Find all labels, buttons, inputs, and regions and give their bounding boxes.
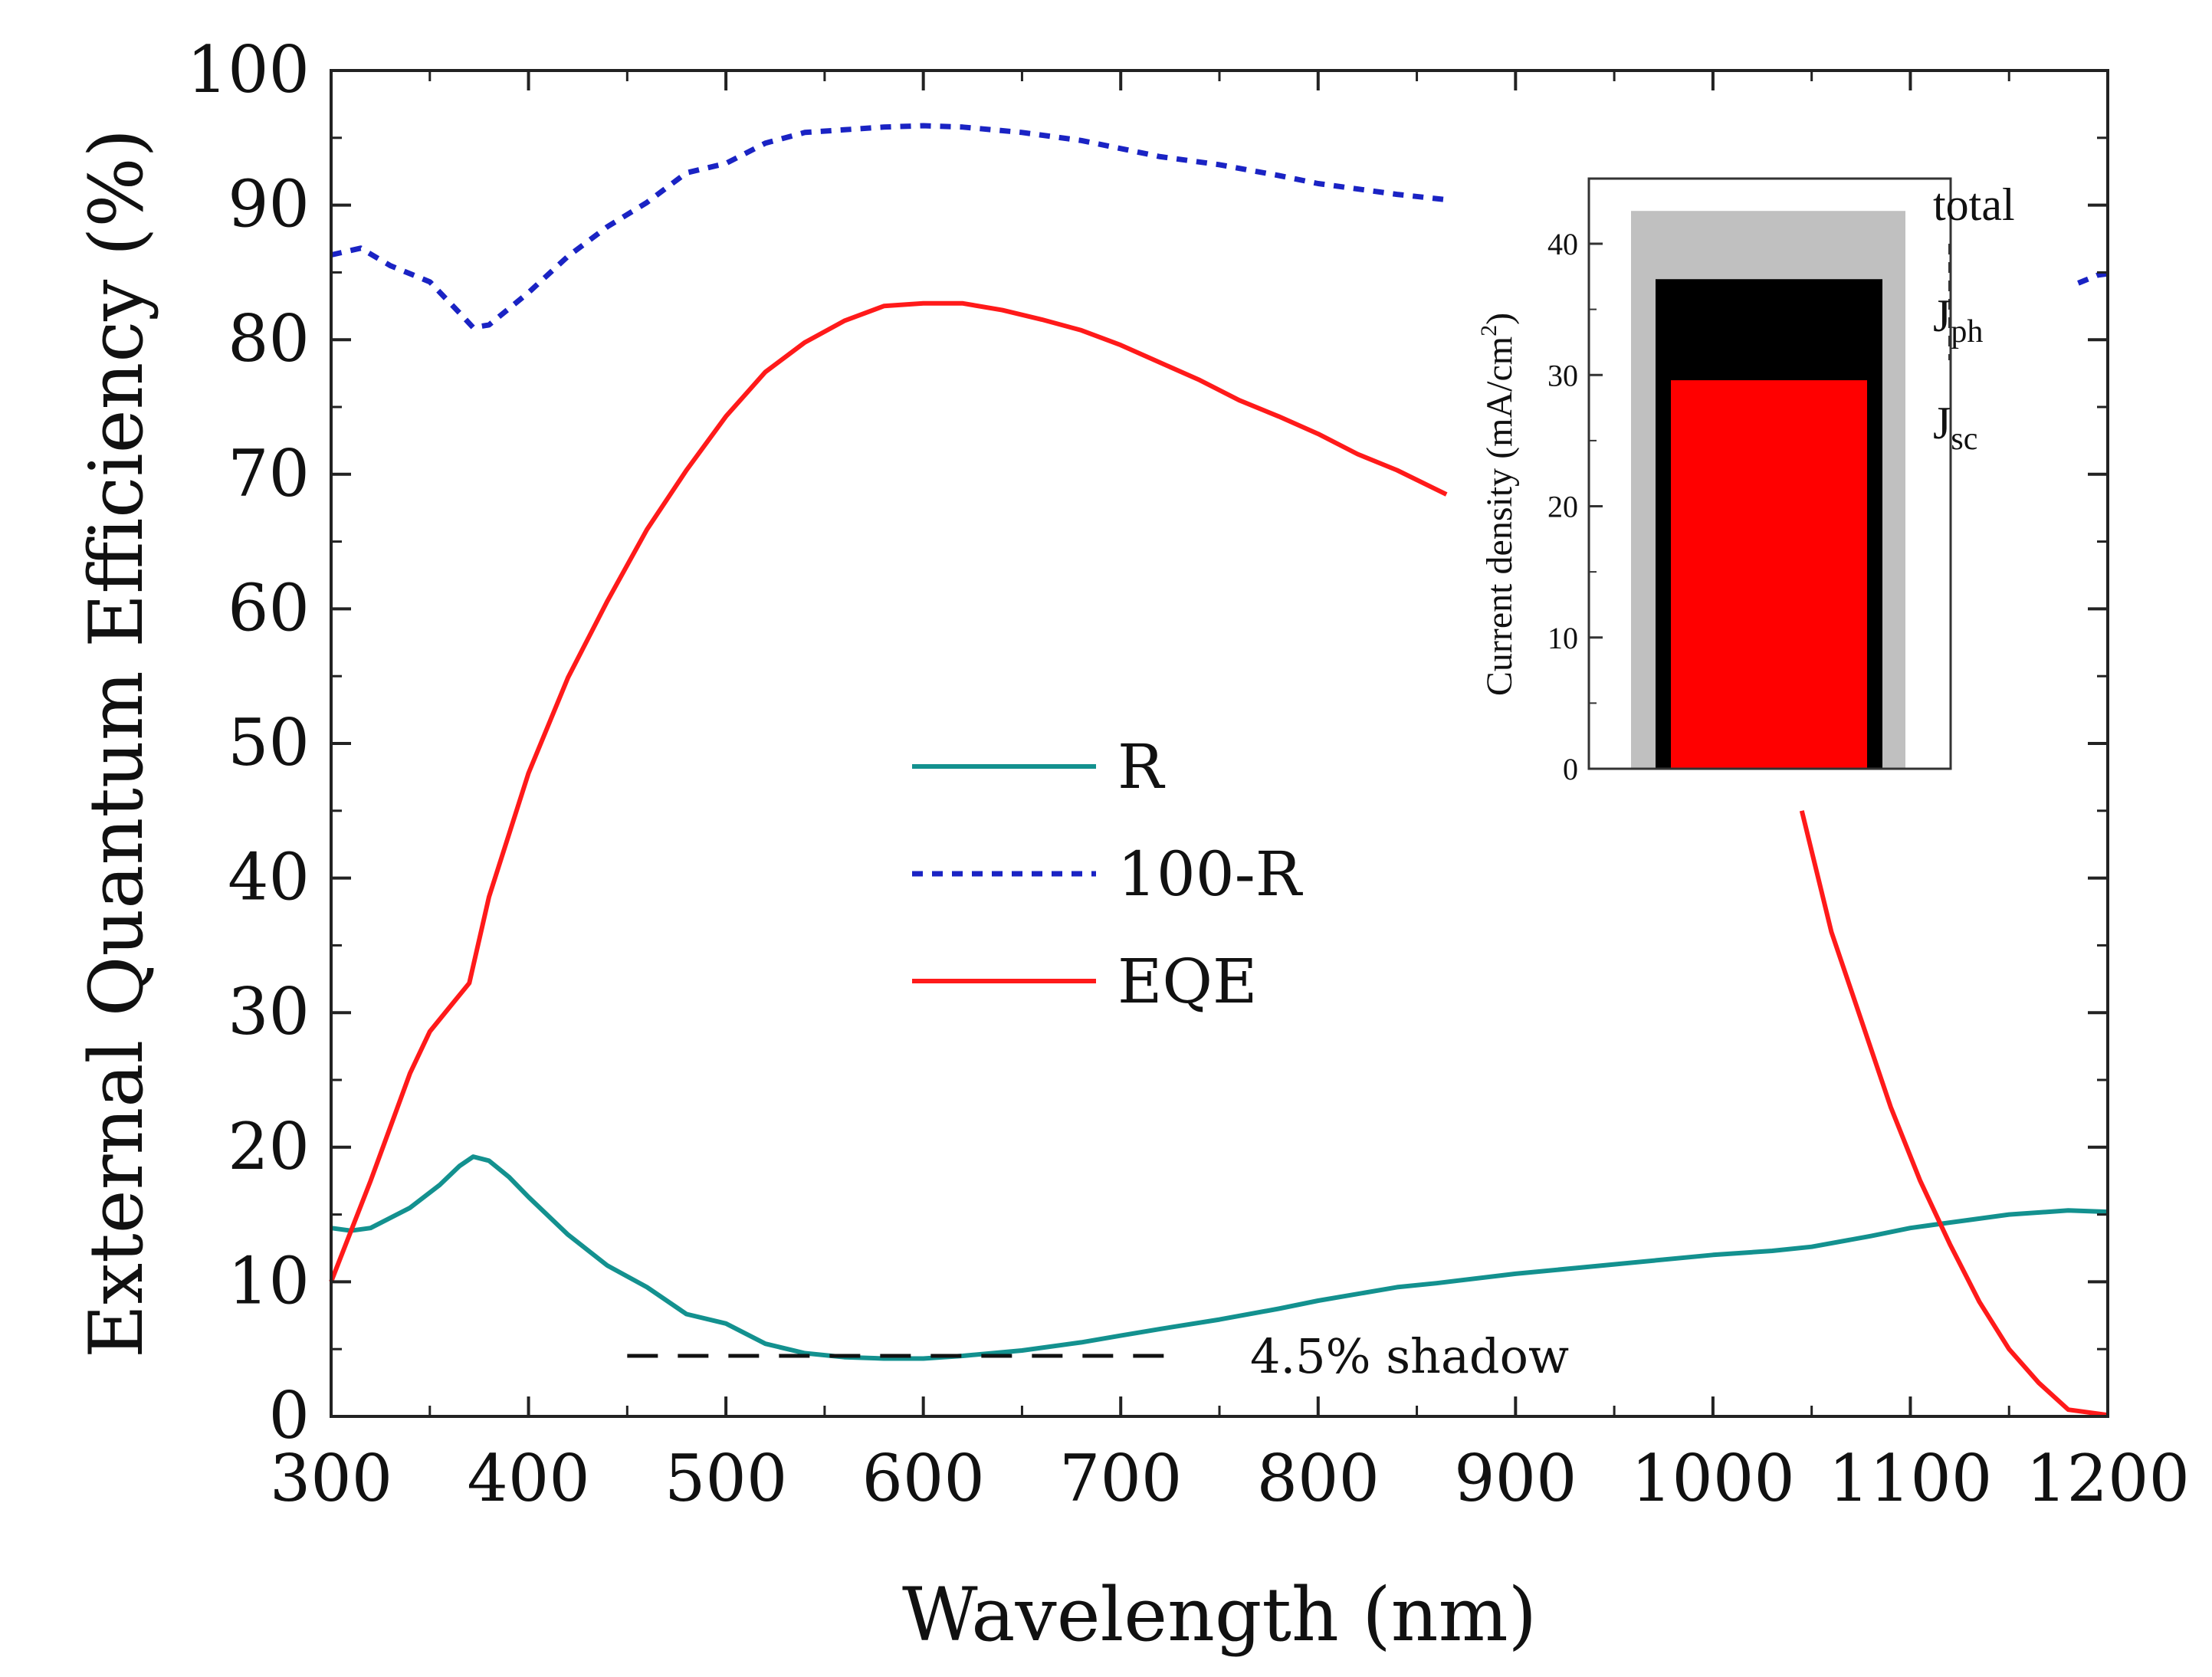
series-line-r	[330, 1154, 2109, 1361]
main-plot: 4.5% shadow 300 400 500 600 700 800 900 1000 110…	[74, 32, 2190, 1658]
inset-label-total: total	[1933, 179, 2015, 230]
legend-label: 100-R	[1117, 838, 1304, 910]
inset-label-main: J	[1933, 398, 1951, 448]
inset-label-sub: ph	[1951, 314, 1983, 350]
inset-label-jph: Jph	[1933, 290, 1983, 350]
series-layer	[329, 123, 2109, 1418]
x-tick-label: 600	[861, 1441, 984, 1516]
y-tick-label: 30	[228, 974, 310, 1049]
inset-label-jsc: Jsc	[1933, 398, 1977, 457]
inset-tick-label: 30	[1547, 358, 1578, 392]
inset-bar-jsc	[1671, 380, 1867, 769]
inset-tick-label: 20	[1547, 490, 1578, 524]
y-tick-label: 60	[228, 570, 310, 645]
inset-y-title-close: )	[1479, 313, 1520, 325]
inset-y-axis-title: Current density (mA/cm2)	[1476, 313, 1520, 696]
inset-y-ticks: 0 10 20 30 40	[1547, 227, 1950, 786]
y-tick-label: 100	[187, 32, 310, 107]
annotation-layer: 4.5% shadow	[627, 1328, 1569, 1384]
x-tick-label: 900	[1454, 1441, 1577, 1516]
inset-y-title-main: Current density (mA/cm	[1479, 336, 1520, 696]
y-tick-label: 50	[228, 705, 310, 780]
inset-label-sub: sc	[1951, 422, 1977, 457]
x-tick-label: 1100	[1829, 1441, 1993, 1516]
series-line-100-r	[2077, 271, 2109, 286]
inset-label-main: J	[1933, 290, 1951, 341]
inset-tick-label: 40	[1547, 227, 1578, 261]
series-line-eqe	[1799, 810, 2109, 1418]
x-tick-label: 500	[665, 1441, 787, 1516]
legend-label: R	[1117, 731, 1166, 802]
y-tick-label: 20	[228, 1109, 310, 1184]
shadow-annotation: 4.5% shadow	[1250, 1328, 1569, 1384]
x-tick-label: 300	[270, 1441, 392, 1516]
x-tick-label: 700	[1059, 1441, 1182, 1516]
legend: R 100-R EQE	[912, 731, 1304, 1017]
y-tick-label: 0	[269, 1378, 310, 1453]
x-tick-label: 800	[1257, 1441, 1380, 1516]
inset-tick-label: 0	[1563, 752, 1578, 786]
series-line-100-r	[330, 123, 1447, 330]
y-tick-label: 90	[228, 167, 310, 242]
inset-bars	[1631, 211, 1905, 769]
inset-label-main: total	[1933, 179, 2015, 230]
y-axis-title: External Quantum Efficiency (%)	[74, 129, 159, 1358]
y-tick-label: 80	[228, 301, 310, 376]
inset-frame	[1587, 177, 1952, 770]
x-tick-label: 1000	[1631, 1441, 1795, 1516]
series-line-eqe	[329, 300, 1448, 1283]
inset-tick-label: 10	[1547, 621, 1578, 655]
inset-y-title-sup: 2	[1476, 325, 1501, 336]
x-axis-ticks: 300 400 500 600 700 800 900 1000 1100 1200	[270, 71, 2190, 1516]
y-tick-label: 40	[228, 840, 310, 915]
x-tick-label: 1200	[2026, 1441, 2190, 1516]
legend-label: EQE	[1117, 946, 1257, 1017]
y-tick-label: 10	[228, 1243, 310, 1318]
x-axis-title: Wavelength (nm)	[902, 1572, 1537, 1658]
y-tick-label: 70	[228, 436, 310, 511]
x-tick-label: 400	[467, 1441, 589, 1516]
